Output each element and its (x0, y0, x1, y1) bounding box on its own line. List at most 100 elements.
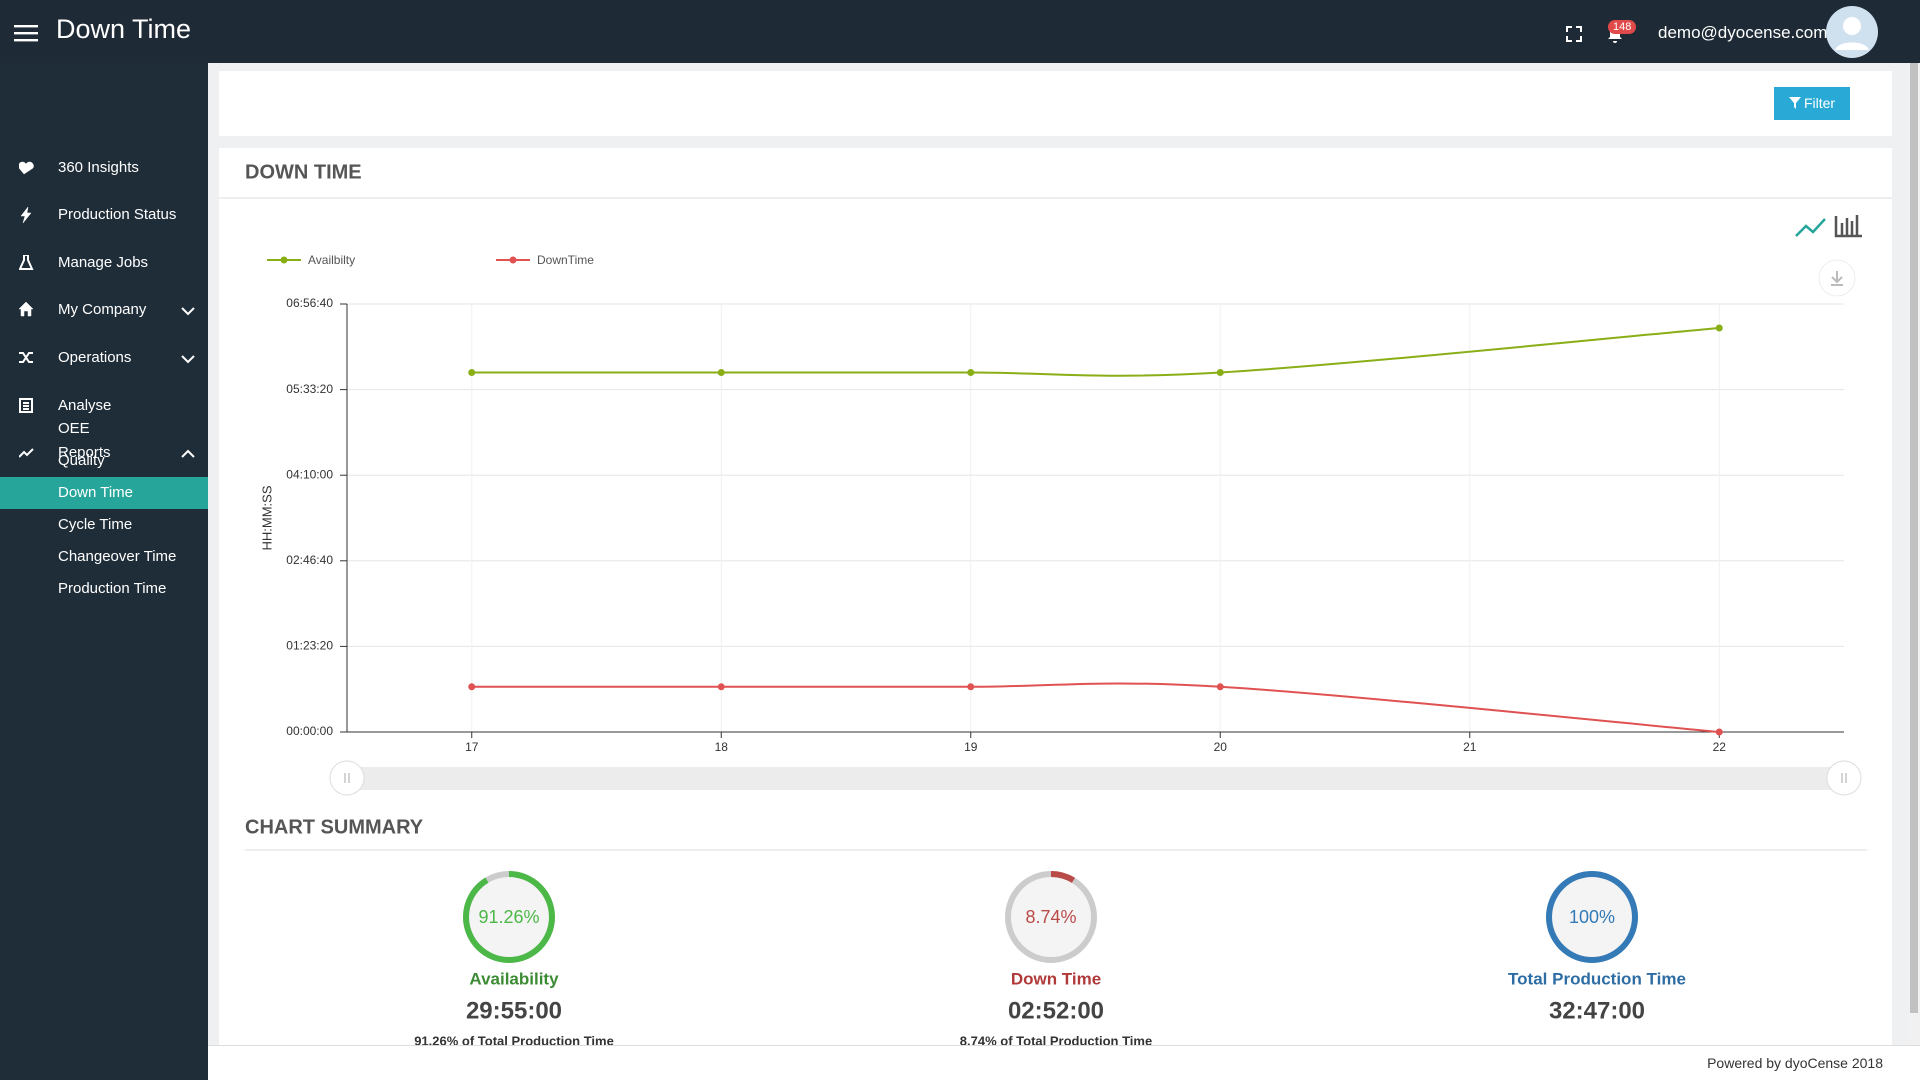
icon-shape (19, 302, 34, 317)
submenu-item[interactable]: Changeover Time (0, 541, 208, 573)
slider-handle[interactable] (329, 760, 365, 796)
legend-label: Availbilty (308, 253, 355, 267)
legend-swatch (509, 256, 517, 264)
menu-label: Cycle Time (58, 516, 133, 533)
user-email[interactable]: demo@dyocense.com (1658, 23, 1828, 42)
menu-item[interactable]: Analyse (0, 388, 208, 424)
data-point (468, 683, 476, 691)
menu-label: Operations (58, 349, 132, 366)
y-axis-label: HH:MM:SS (259, 485, 274, 550)
submenu-item[interactable]: Down Time (0, 477, 208, 509)
icon-shape (19, 448, 34, 458)
summary-name: Availability (469, 969, 559, 988)
menu-icon (20, 207, 32, 223)
summary-title: CHART SUMMARY (245, 816, 424, 838)
menu-item[interactable]: Production Status (0, 197, 208, 233)
submenu-item[interactable]: Production Time (0, 573, 208, 605)
menu-item[interactable]: Reports (0, 435, 208, 471)
menu-icon (19, 255, 34, 270)
fullscreen-icon[interactable] (1566, 26, 1582, 42)
donut-arc (1005, 871, 1097, 963)
x-tick-label: 21 (1463, 740, 1477, 754)
data-point (1216, 368, 1224, 376)
x-tick-label: 19 (964, 740, 978, 754)
bar-chart-icon[interactable] (1834, 215, 1862, 238)
x-tick-label: 20 (1214, 740, 1228, 754)
y-tick-label: 06:56:40 (286, 296, 333, 310)
icon-shape (19, 255, 34, 270)
menu-icon (19, 448, 34, 458)
chevron (181, 355, 195, 364)
chevron-shape (181, 307, 195, 316)
menu-icon (19, 352, 33, 363)
download-icon (1831, 271, 1843, 286)
menu-label: Quality (58, 452, 105, 469)
summary-name: Down Time (1011, 969, 1101, 988)
menu-label: 360 Insights (58, 159, 139, 176)
data-point (717, 368, 725, 376)
filter-button[interactable]: Filter (1774, 87, 1850, 120)
chevron-shape (181, 449, 195, 458)
avatar[interactable] (1826, 6, 1878, 58)
data-point (1216, 683, 1224, 691)
menu-item[interactable]: My Company (0, 292, 208, 328)
menu-label: Analyse (58, 397, 112, 414)
x-tick-label: 22 (1713, 740, 1727, 754)
donut-arc (1546, 871, 1638, 963)
filter-label: Filter (1803, 95, 1836, 111)
y-tick-label: 02:46:40 (286, 553, 333, 567)
submenu-item[interactable]: Cycle Time (0, 509, 208, 541)
chevron (181, 449, 195, 458)
menu-label: Production Time (58, 580, 167, 597)
menu-label: Down Time (58, 484, 134, 501)
notification-badge[interactable]: 148 (1608, 20, 1637, 34)
summary-note: 91.26% of Total Production Time (414, 1033, 614, 1048)
menu-item[interactable]: Operations (0, 340, 208, 376)
menu-label: OEE (58, 420, 90, 437)
icon-shape (19, 161, 34, 175)
y-tick-label: 05:33:20 (286, 382, 333, 396)
line-chart-icon[interactable] (1795, 218, 1826, 237)
summary-duration: 32:47:00 (1549, 997, 1645, 1024)
donut-label: 91.26% (478, 907, 539, 927)
x-tick-label: 17 (465, 740, 479, 754)
range-slider (347, 767, 1844, 790)
menu-label: My Company (58, 301, 147, 318)
summary-name: Total Production Time (1508, 969, 1686, 988)
footer: Powered by dyoCense 2018 (208, 1045, 1920, 1080)
legend-swatch (280, 256, 288, 264)
icon-shape (19, 352, 33, 363)
y-tick-label: 04:10:00 (286, 467, 333, 481)
submenu-item[interactable]: Quality (0, 445, 208, 477)
y-tick-label: 01:23:20 (286, 639, 333, 653)
handle-grip (1841, 773, 1847, 783)
filter-card: Filter (219, 71, 1892, 136)
footer-text: Powered by dyoCense 2018 (1707, 1055, 1883, 1071)
x-tick-label: 18 (715, 740, 729, 754)
handle-grip (344, 773, 350, 783)
summary-duration: 29:55:00 (466, 997, 562, 1024)
menu-icon (19, 161, 34, 175)
panel-title: DOWN TIME (245, 161, 362, 183)
icon-shape (20, 207, 32, 223)
slider-handle[interactable] (1826, 760, 1862, 796)
legend-label: DownTime (537, 253, 594, 267)
series-line (471, 682, 1720, 733)
submenu-item[interactable]: OEE (0, 413, 208, 445)
menu-label: Reports (58, 444, 111, 461)
series-line (471, 326, 1720, 377)
menu-item[interactable]: Manage Jobs (0, 245, 208, 281)
data-point (1715, 728, 1723, 736)
data-point (967, 368, 975, 376)
summary-duration: 02:52:00 (1008, 997, 1104, 1024)
chevron (181, 307, 195, 316)
scrollbar-thumb (1910, 63, 1918, 1013)
menu-label: Production Status (58, 206, 177, 223)
menu-icon[interactable] (14, 24, 38, 42)
filter-icon (1788, 97, 1801, 109)
donut-label: 100% (1569, 907, 1615, 927)
page-title: Down Time (56, 14, 192, 44)
icon-shape (19, 398, 33, 413)
menu-item[interactable]: 360 Insights (0, 150, 208, 186)
